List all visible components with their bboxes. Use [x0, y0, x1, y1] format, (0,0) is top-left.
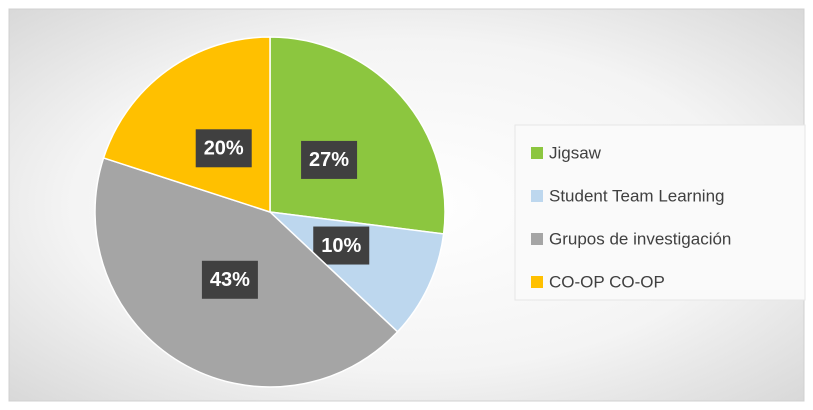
- data-label-box: [301, 140, 358, 179]
- pie-slice: [269, 36, 446, 235]
- legend-box: [514, 124, 806, 301]
- data-label: 27%: [309, 149, 349, 171]
- legend-swatch: [531, 147, 543, 159]
- data-label: 20%: [204, 138, 244, 160]
- legend-label: Student Team Learning: [549, 186, 724, 205]
- data-label: 10%: [321, 235, 361, 257]
- legend-swatch: [531, 190, 543, 202]
- data-label: 43%: [210, 269, 250, 291]
- legend-swatch: [531, 276, 543, 288]
- legend-label: Grupos de investigación: [549, 229, 731, 248]
- legend-label: Jigsaw: [549, 143, 602, 162]
- data-label-box: [313, 226, 370, 265]
- data-label-box: [195, 129, 252, 168]
- pie-slice: [102, 36, 271, 214]
- data-label-box: [201, 260, 258, 299]
- legend-label: CO-OP CO-OP: [549, 272, 665, 291]
- legend-swatch: [531, 233, 543, 245]
